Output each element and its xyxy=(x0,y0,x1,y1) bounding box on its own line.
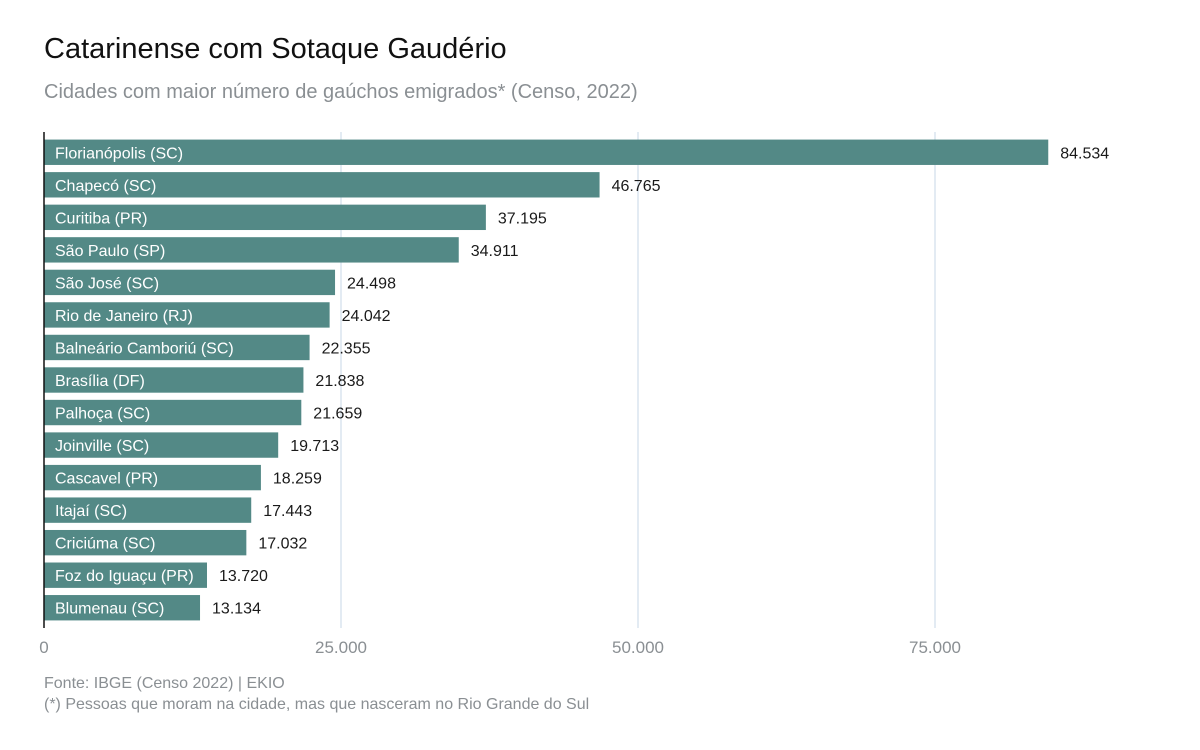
x-tick-label: 0 xyxy=(39,638,48,657)
bars: Florianópolis (SC) 84.534 Chapecó (SC) 46.7… xyxy=(44,139,1109,621)
bar-category-label: Chapecó (SC) xyxy=(55,178,156,195)
x-tick-label: 25.000 xyxy=(315,638,367,657)
bar xyxy=(44,139,1049,165)
bar-value-label: 19.713 xyxy=(290,438,339,455)
bar-value-label: 17.032 xyxy=(258,536,307,553)
bar xyxy=(44,529,247,556)
x-tick-labels: 0 25.000 50.000 75.000 xyxy=(39,638,961,657)
x-tick-label: 75.000 xyxy=(909,638,961,657)
bar-category-label: São José (SC) xyxy=(55,275,159,292)
bar xyxy=(44,269,336,296)
bar xyxy=(44,367,304,393)
bar xyxy=(44,204,486,231)
bar-category-label: Itajaí (SC) xyxy=(55,503,127,520)
bar-category-label: Florianópolis (SC) xyxy=(55,145,183,162)
bar-category-label: Rio de Janeiro (RJ) xyxy=(55,308,193,325)
chart-title: Catarinense com Sotaque Gaudério xyxy=(44,33,507,65)
bar-category-label: Joinville (SC) xyxy=(55,438,149,455)
bar xyxy=(44,334,310,361)
bar-value-label: 22.355 xyxy=(322,340,371,357)
bar-category-label: São Paulo (SP) xyxy=(55,243,165,260)
bar-category-label: Cascavel (PR) xyxy=(55,471,158,488)
bar-value-label: 24.498 xyxy=(347,275,396,292)
bar-category-label: Curitiba (PR) xyxy=(55,210,147,227)
bar-value-label: 13.720 xyxy=(219,568,268,585)
chart-subtitle: Cidades com maior número de gaúchos emig… xyxy=(44,81,638,103)
bar-category-label: Palhoça (SC) xyxy=(55,406,150,423)
bar xyxy=(44,562,207,588)
bar-value-label: 84.534 xyxy=(1060,145,1109,162)
source-caption: Fonte: IBGE (Censo 2022) | EKIO xyxy=(44,675,285,692)
bar-value-label: 34.911 xyxy=(471,243,519,260)
bar xyxy=(44,464,261,491)
x-tick-label: 50.000 xyxy=(612,638,664,657)
bar-category-label: Criciúma (SC) xyxy=(55,536,155,553)
bar-value-label: 24.042 xyxy=(342,308,391,325)
bar-value-label: 46.765 xyxy=(612,178,661,195)
bar-category-label: Brasília (DF) xyxy=(55,373,145,390)
bar-value-label: 21.838 xyxy=(315,373,364,390)
bar-value-label: 13.134 xyxy=(212,601,261,618)
bar xyxy=(44,302,330,328)
bar-value-label: 18.259 xyxy=(273,471,322,488)
bar xyxy=(44,237,459,263)
bar xyxy=(44,497,252,523)
bar-value-label: 21.659 xyxy=(313,406,362,423)
bar-category-label: Foz do Iguaçu (PR) xyxy=(55,568,194,585)
bar-value-label: 37.195 xyxy=(498,210,547,227)
bar xyxy=(44,399,302,426)
bar xyxy=(44,595,201,621)
bar-value-label: 17.443 xyxy=(263,503,312,520)
bar-category-label: Balneário Camboriú (SC) xyxy=(55,340,234,357)
bar xyxy=(44,432,279,458)
bar-category-label: Blumenau (SC) xyxy=(55,601,164,618)
footnote-caption: (*) Pessoas que moram na cidade, mas que… xyxy=(44,696,590,713)
bar xyxy=(44,172,600,198)
